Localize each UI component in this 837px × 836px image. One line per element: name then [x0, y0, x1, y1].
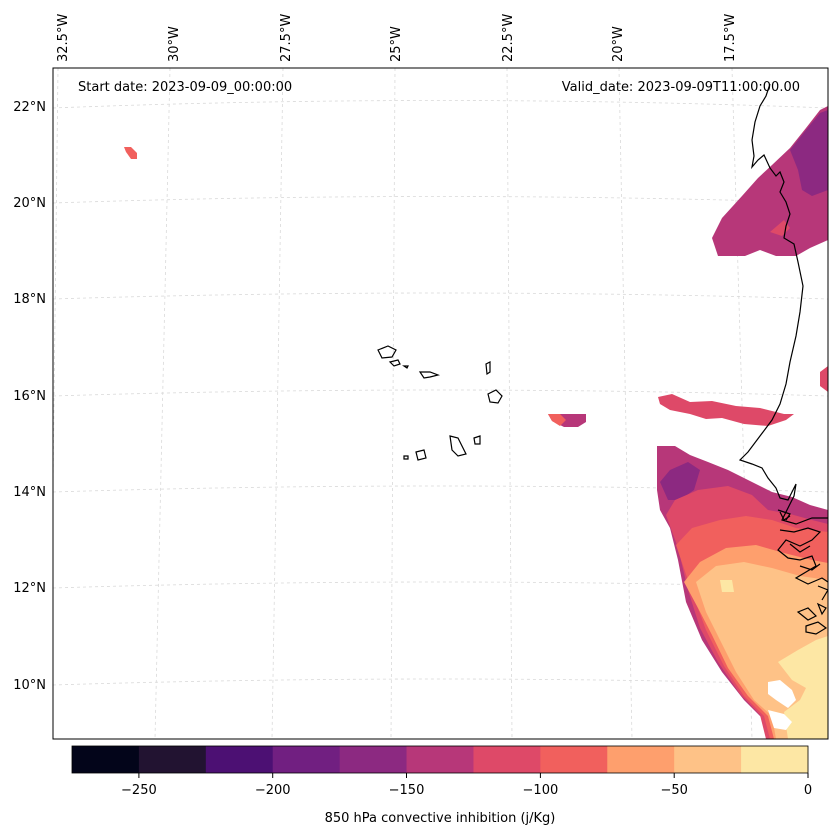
colorbar-tick-0: 0: [804, 783, 812, 798]
colorbar-segment: [272, 746, 341, 773]
colorbar-tick-neg100: −100: [523, 783, 559, 798]
island-brava: [403, 455, 409, 460]
contour-se-6: [778, 636, 828, 739]
island-santo-antao: [377, 345, 397, 359]
lat-label-10n: 10°N: [13, 678, 46, 693]
colorbar-ticks: −250 −200 −150 −100 −50 0: [121, 773, 812, 798]
contour-se-4: [696, 562, 828, 739]
lon-label-17-5w: 17.5°W: [723, 14, 738, 62]
colorbar-segment: [406, 746, 474, 773]
lon-label-25w: 25°W: [389, 26, 404, 62]
colorbar-tick-neg150: −150: [389, 783, 425, 798]
contour-ne-core: [790, 110, 828, 196]
coastlines: [377, 83, 828, 635]
lon-label-27-5w: 27.5°W: [279, 14, 294, 62]
longitude-labels: 32.5°W 30°W 27.5°W 25°W 22.5°W 20°W 17.5…: [56, 14, 738, 62]
valid-date-label: Valid_date: 2023-09-09T11:00:00.00: [562, 80, 800, 95]
colorbar-segment: [741, 746, 809, 773]
contour-se-dark: [660, 462, 700, 500]
colorbar-segment: [138, 746, 207, 773]
colorbar-frame: [71, 745, 809, 774]
colorbar-segment: [339, 746, 408, 773]
island-santa-luzia: [402, 365, 409, 369]
colorbar-segment: [473, 746, 541, 773]
lat-label-16n: 16°N: [13, 389, 46, 404]
contour-right-patch: [820, 366, 828, 392]
contour-se-5: [720, 580, 734, 592]
island-boa-vista: [487, 389, 503, 404]
latitude-labels: 22°N 20°N 18°N 16°N 14°N 12°N 10°N: [13, 100, 46, 693]
contour-16n-band: [658, 394, 794, 426]
map-frame: [52, 67, 829, 740]
cin-contours: [124, 106, 828, 739]
island-sao-vicente: [388, 359, 401, 367]
island-sal: [485, 361, 491, 376]
contour-tl-patch: [124, 147, 137, 159]
colorbar-tick-neg250: −250: [121, 783, 157, 798]
colorbar-segment: [540, 746, 608, 773]
island-maio: [473, 435, 481, 445]
lat-label-18n: 18°N: [13, 292, 46, 307]
colorbar-segment: [674, 746, 742, 773]
lat-label-20n: 20°N: [13, 196, 46, 211]
lat-label-14n: 14°N: [13, 485, 46, 500]
lon-label-20w: 20°W: [611, 26, 626, 62]
colorbar-tick-neg200: −200: [255, 783, 291, 798]
colorbar-segment: [205, 746, 274, 773]
colorbar-segment: [607, 746, 675, 773]
lat-label-12n: 12°N: [13, 581, 46, 596]
lat-label-22n: 22°N: [13, 100, 46, 115]
colorbar-segment: [72, 746, 140, 773]
gridlines: [53, 68, 828, 739]
start-date-label: Start date: 2023-09-09_00:00:00: [78, 80, 292, 95]
lon-label-32-5w: 32.5°W: [56, 14, 71, 62]
island-sao-nicolau: [418, 371, 441, 379]
colorbar-tick-neg50: −50: [660, 783, 687, 798]
lon-label-22-5w: 22.5°W: [501, 14, 516, 62]
lon-label-30w: 30°W: [167, 26, 182, 62]
colorbar: [72, 746, 809, 773]
map-area: Start date: 2023-09-09_00:00:00 Valid_da…: [53, 68, 828, 739]
island-fogo: [415, 449, 427, 461]
island-santiago: [449, 435, 467, 457]
contour-mid-patch-inner: [548, 414, 566, 426]
coastline-africa: [738, 83, 828, 525]
colorbar-label: 850 hPa convective inhibition (j/Kg): [325, 811, 556, 826]
